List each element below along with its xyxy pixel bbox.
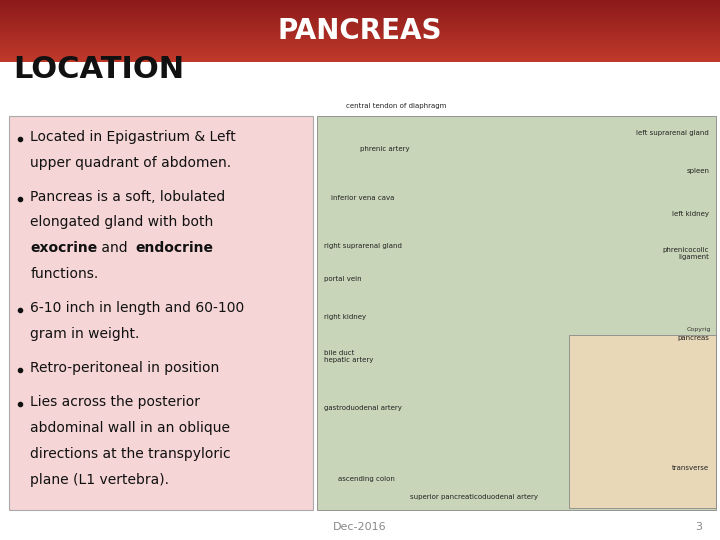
Bar <box>0 11 720 12</box>
Bar <box>569 335 716 508</box>
Bar <box>0 18 720 20</box>
Bar <box>0 50 720 51</box>
Bar <box>0 59 720 60</box>
Bar <box>9 116 313 510</box>
Bar <box>0 9 720 11</box>
Text: abdominal wall in an oblique: abdominal wall in an oblique <box>30 421 230 435</box>
Text: upper quadrant of abdomen.: upper quadrant of abdomen. <box>30 156 231 170</box>
Bar <box>0 12 720 14</box>
Bar <box>0 31 720 32</box>
Text: Pancreas is a soft, lobulated: Pancreas is a soft, lobulated <box>30 190 225 204</box>
Bar <box>0 57 720 59</box>
Text: PANCREAS: PANCREAS <box>278 17 442 45</box>
Bar <box>0 17 720 18</box>
Text: Located in Epigastrium & Left: Located in Epigastrium & Left <box>30 130 236 144</box>
Text: and: and <box>97 241 132 255</box>
Text: portal vein: portal vein <box>324 276 361 282</box>
Bar <box>0 34 720 36</box>
Text: ascending colon: ascending colon <box>338 476 395 482</box>
Bar <box>317 116 716 510</box>
Bar <box>0 37 720 39</box>
Text: superior pancreaticoduodenal artery: superior pancreaticoduodenal artery <box>410 495 539 501</box>
Bar <box>0 40 720 42</box>
Text: phrenic artery: phrenic artery <box>360 146 410 152</box>
Bar <box>0 39 720 40</box>
Text: Copyrig: Copyrig <box>687 327 711 332</box>
Bar <box>0 55 720 56</box>
Bar <box>0 44 720 45</box>
Bar <box>0 56 720 57</box>
Text: 6-10 inch in length and 60-100: 6-10 inch in length and 60-100 <box>30 301 245 315</box>
Text: pancreas: pancreas <box>678 335 709 341</box>
Text: plane (L1 vertebra).: plane (L1 vertebra). <box>30 473 169 487</box>
Text: phrenicocolic
ligament: phrenicocolic ligament <box>662 247 709 260</box>
Text: functions.: functions. <box>30 267 99 281</box>
Bar <box>0 53 720 55</box>
Bar <box>0 26 720 28</box>
Text: gastroduodenal artery: gastroduodenal artery <box>324 406 402 411</box>
Text: spleen: spleen <box>686 168 709 174</box>
Bar <box>0 36 720 37</box>
Text: Retro-peritoneal in position: Retro-peritoneal in position <box>30 361 220 375</box>
Text: central tendon of diaphragm: central tendon of diaphragm <box>346 103 446 109</box>
Bar <box>0 51 720 53</box>
Bar <box>0 28 720 30</box>
Bar <box>0 45 720 46</box>
Text: bile duct
hepatic artery: bile duct hepatic artery <box>324 350 374 363</box>
Text: directions at the transpyloric: directions at the transpyloric <box>30 447 231 461</box>
Text: inferior vena cava: inferior vena cava <box>331 195 395 201</box>
Bar <box>0 14 720 16</box>
Bar <box>0 23 720 25</box>
Bar <box>0 22 720 23</box>
Bar <box>0 32 720 34</box>
Text: 3: 3 <box>695 522 702 531</box>
Text: left kidney: left kidney <box>672 211 709 217</box>
Bar <box>0 20 720 22</box>
Text: Dec-2016: Dec-2016 <box>333 522 387 531</box>
Bar <box>0 48 720 50</box>
Text: endocrine: endocrine <box>135 241 214 255</box>
Text: right suprarenal gland: right suprarenal gland <box>324 244 402 249</box>
Bar <box>0 3 720 5</box>
Text: elongated gland with both: elongated gland with both <box>30 215 214 230</box>
Bar <box>0 30 720 31</box>
Bar <box>0 46 720 48</box>
Bar <box>0 16 720 17</box>
Bar <box>0 8 720 9</box>
Bar <box>0 2 720 3</box>
Bar <box>0 0 720 2</box>
Text: gram in weight.: gram in weight. <box>30 327 140 341</box>
Text: exocrine: exocrine <box>30 241 97 255</box>
Bar <box>0 5 720 6</box>
Bar <box>0 6 720 8</box>
Text: left suprarenal gland: left suprarenal gland <box>636 130 709 136</box>
Text: right kidney: right kidney <box>324 314 366 320</box>
Text: transverse: transverse <box>672 465 709 471</box>
Text: Lies across the posterior: Lies across the posterior <box>30 395 200 409</box>
Bar <box>0 25 720 26</box>
Bar <box>0 60 720 62</box>
Text: LOCATION: LOCATION <box>13 55 184 84</box>
Bar <box>0 42 720 44</box>
